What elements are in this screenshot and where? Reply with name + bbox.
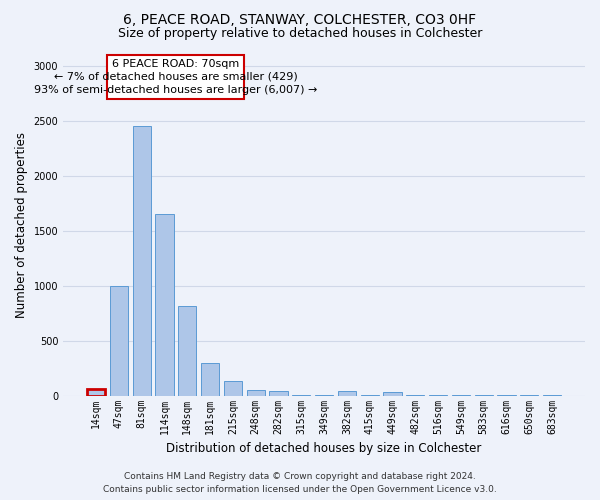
Bar xyxy=(133,126,151,396)
Bar xyxy=(155,214,173,396)
Bar xyxy=(178,306,196,396)
Bar xyxy=(520,395,538,396)
Text: Size of property relative to detached houses in Colchester: Size of property relative to detached ho… xyxy=(118,28,482,40)
Bar xyxy=(406,395,424,396)
Bar xyxy=(292,394,310,396)
Text: Contains HM Land Registry data © Crown copyright and database right 2024.
Contai: Contains HM Land Registry data © Crown c… xyxy=(103,472,497,494)
X-axis label: Distribution of detached houses by size in Colchester: Distribution of detached houses by size … xyxy=(166,442,482,455)
Bar xyxy=(543,395,561,396)
Bar xyxy=(110,286,128,396)
Bar xyxy=(269,390,287,396)
Bar xyxy=(361,395,379,396)
Bar xyxy=(429,395,447,396)
Bar xyxy=(87,389,105,396)
Text: 6 PEACE ROAD: 70sqm
← 7% of detached houses are smaller (429)
93% of semi-detach: 6 PEACE ROAD: 70sqm ← 7% of detached hou… xyxy=(34,59,317,95)
Bar xyxy=(247,390,265,396)
Bar xyxy=(201,362,219,396)
Bar xyxy=(224,382,242,396)
Text: 6, PEACE ROAD, STANWAY, COLCHESTER, CO3 0HF: 6, PEACE ROAD, STANWAY, COLCHESTER, CO3 … xyxy=(124,12,476,26)
Bar xyxy=(452,395,470,396)
Bar xyxy=(475,395,493,396)
FancyBboxPatch shape xyxy=(107,55,244,99)
Y-axis label: Number of detached properties: Number of detached properties xyxy=(15,132,28,318)
Bar xyxy=(338,390,356,396)
Bar xyxy=(315,395,333,396)
Bar xyxy=(497,395,515,396)
Bar xyxy=(383,392,401,396)
